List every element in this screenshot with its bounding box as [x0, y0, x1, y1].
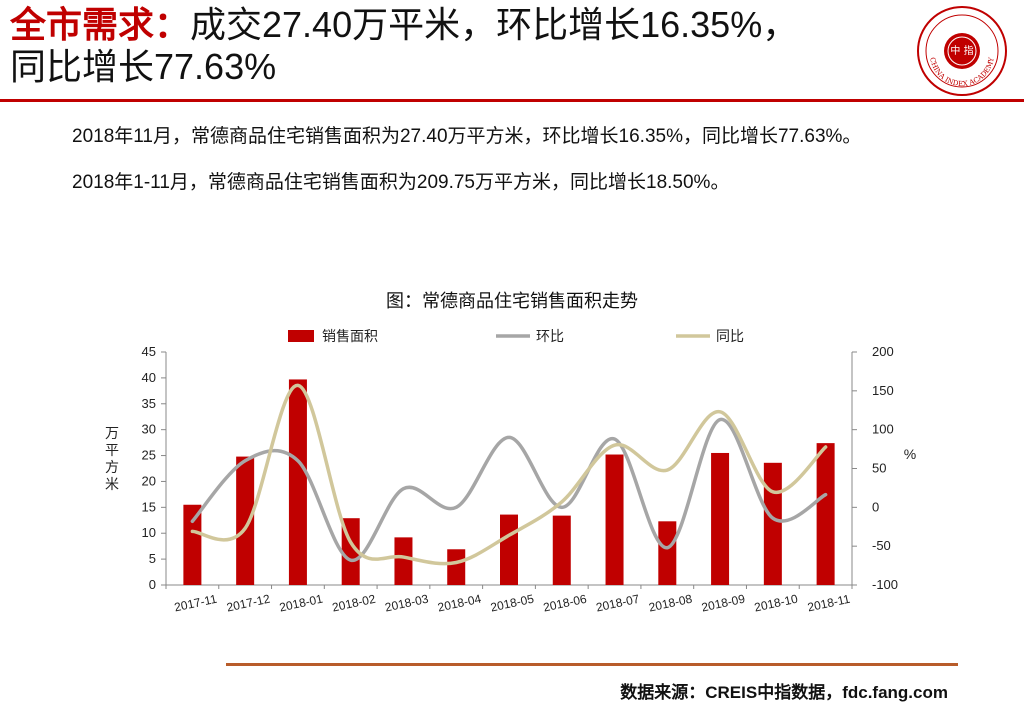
y2-tick-label: 100 — [872, 422, 894, 437]
header-divider — [0, 99, 1024, 102]
y-tick-label: 20 — [142, 473, 156, 488]
y2-tick-label: 200 — [872, 344, 894, 359]
y2-tick-label: -50 — [872, 538, 891, 553]
y-tick-label: 0 — [149, 577, 156, 592]
x-tick-label: 2018-01 — [278, 592, 324, 615]
bar-sales-area — [816, 443, 835, 585]
y2-tick-label: 50 — [872, 461, 886, 476]
series-line-mom — [190, 417, 828, 562]
series-line-yoy — [190, 383, 828, 566]
x-tick-label: 2018-08 — [647, 592, 693, 615]
x-tick-label: 2018-05 — [489, 592, 535, 615]
y-axis-label-char: 方 — [105, 459, 119, 475]
logo-center-text: 中 指 — [950, 44, 973, 57]
y-tick-label: 30 — [142, 422, 156, 437]
bar-sales-area — [605, 454, 624, 585]
footer-divider — [226, 663, 958, 666]
y-tick-label: 25 — [142, 448, 156, 463]
title-highlight: 全市需求： — [10, 4, 191, 45]
x-tick-label: 2018-02 — [331, 592, 377, 615]
page-title: 全市需求：成交27.40万平米，环比增长16.35%， 同比增长77.63% — [10, 4, 910, 88]
y-tick-label: 5 — [149, 551, 156, 566]
bar-sales-area — [763, 462, 782, 585]
y2-tick-label: 150 — [872, 383, 894, 398]
bar-sales-area — [711, 452, 730, 585]
bar-sales-area — [183, 504, 202, 585]
y-axis-label-char: 米 — [105, 476, 119, 492]
y-tick-label: 35 — [142, 396, 156, 411]
x-tick-label: 2017-11 — [173, 592, 218, 615]
title-line-2: 同比增长77.63% — [10, 46, 277, 87]
bar-sales-area — [236, 456, 255, 585]
x-tick-label: 2018-04 — [436, 592, 482, 615]
title-rest: 成交27.40万平米，环比增长16.35%， — [190, 4, 799, 45]
bar-sales-area — [288, 379, 307, 585]
x-tick-label: 2018-10 — [753, 592, 799, 615]
data-source: 数据来源：CREIS中指数据，fdc.fang.com — [620, 683, 948, 702]
sales-area-chart: 0 5 10 15 20 25 30 35 40 45 -100 -50 0 50 100 150 200 万平方… — [105, 328, 916, 615]
y-axis-label-char: 平 — [105, 442, 119, 458]
paragraph-cumulative: 2018年1-11月，常德商品住宅销售面积为209.75万平方米，同比增长18.… — [72, 172, 730, 193]
y-tick-label: 15 — [142, 499, 156, 514]
x-tick-label: 2017-12 — [225, 592, 271, 615]
y-axis-label-char: 万 — [105, 425, 119, 441]
y-tick-label: 10 — [142, 525, 156, 540]
china-index-academy-logo: 中 指 CHINA INDEX ACADEMY — [917, 6, 1007, 96]
x-tick-label: 2018-07 — [595, 592, 641, 615]
paragraph-monthly: 2018年11月，常德商品住宅销售面积为27.40万平方米，环比增长16.35%… — [72, 126, 862, 147]
chart-title: 图：常德商品住宅销售面积走势 — [386, 291, 638, 311]
legend-yoy-label: 同比 — [716, 328, 744, 344]
y2-axis-label: % — [904, 446, 916, 462]
bar-sales-area — [552, 515, 571, 585]
y2-tick-label: -100 — [872, 577, 898, 592]
y-tick-label: 40 — [142, 370, 156, 385]
bar-sales-area — [394, 537, 413, 585]
legend-sales-area-label: 销售面积 — [322, 328, 378, 344]
x-tick-label: 2018-09 — [700, 592, 746, 615]
bar-sales-area — [658, 521, 677, 585]
legend-mom-label: 环比 — [536, 328, 564, 344]
y2-tick-label: 0 — [872, 499, 879, 514]
body-text: 2018年11月，常德商品住宅销售面积为27.40万平方米，环比增长16.35%… — [36, 118, 1006, 210]
x-tick-label: 2018-06 — [542, 592, 588, 615]
legend-sales-area-swatch — [288, 330, 314, 342]
y-tick-label: 45 — [142, 344, 156, 359]
x-tick-label: 2018-03 — [384, 592, 430, 615]
bar-sales-area — [500, 514, 518, 585]
x-tick-label: 2018-11 — [806, 592, 851, 615]
bar-sales-area — [447, 549, 466, 585]
